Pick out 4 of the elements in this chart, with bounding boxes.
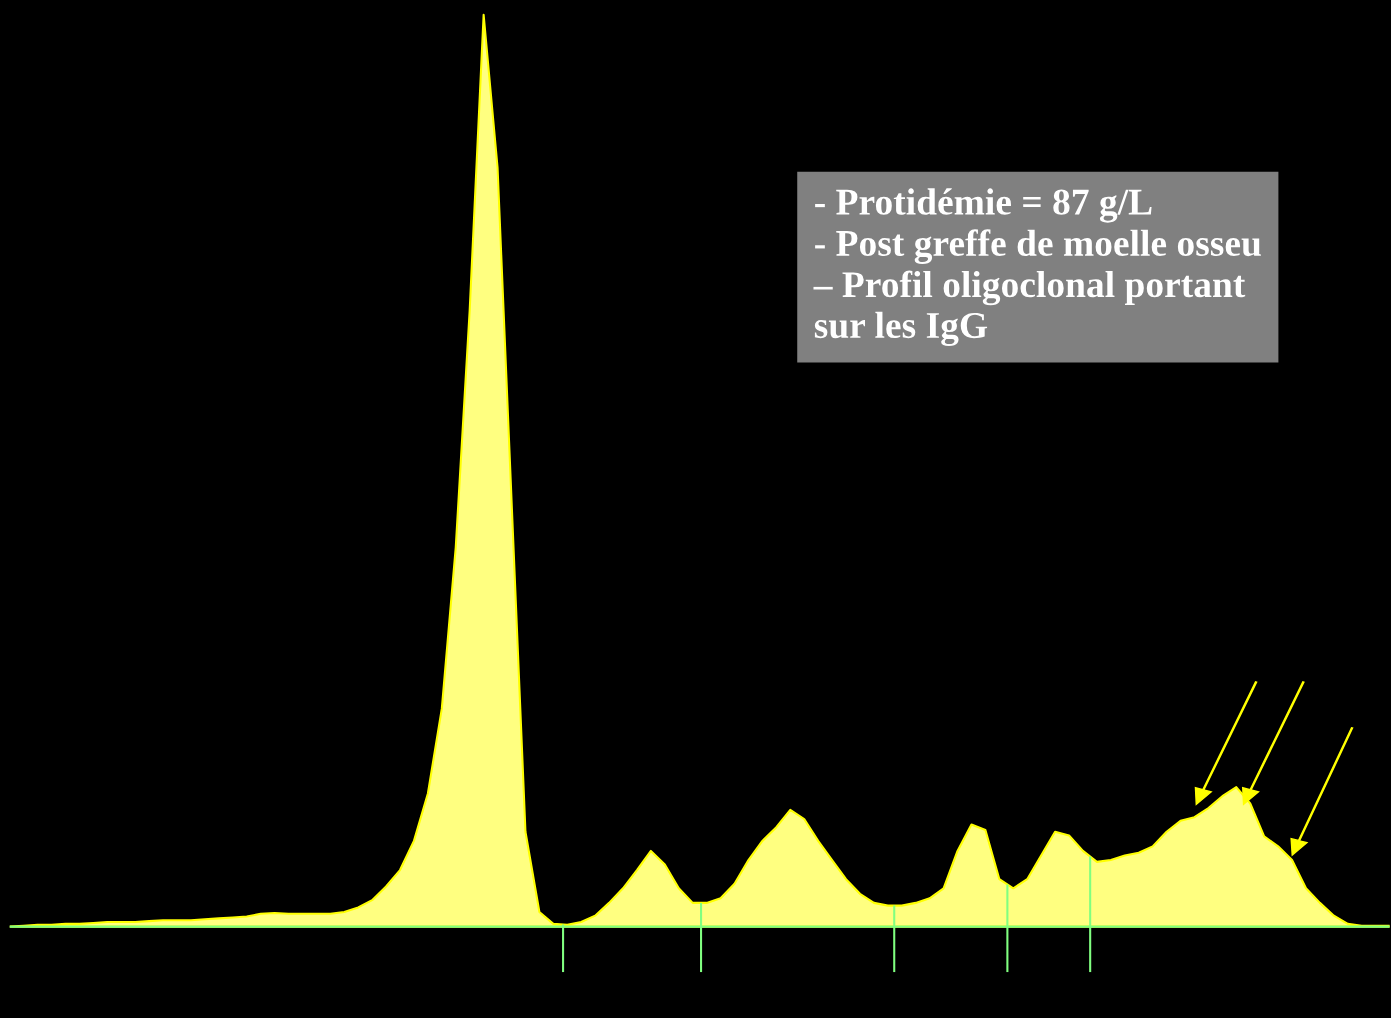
- annotation: – Profil oligoclonal portant: [813, 270, 1246, 306]
- annotation: - Post greffe de moelle osseu: [815, 229, 1261, 264]
- annotation: - Protidémie = 87 g/L: [815, 188, 1152, 223]
- annotation: sur les IgG: [814, 311, 988, 347]
